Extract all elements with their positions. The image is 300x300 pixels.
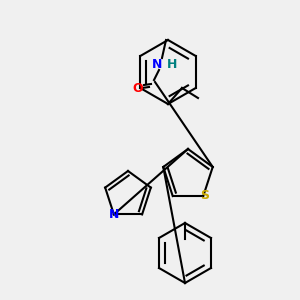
Text: H: H bbox=[167, 58, 177, 70]
Text: O: O bbox=[133, 82, 143, 94]
Text: N: N bbox=[109, 208, 119, 221]
Text: S: S bbox=[200, 188, 209, 202]
Text: N: N bbox=[152, 58, 162, 70]
